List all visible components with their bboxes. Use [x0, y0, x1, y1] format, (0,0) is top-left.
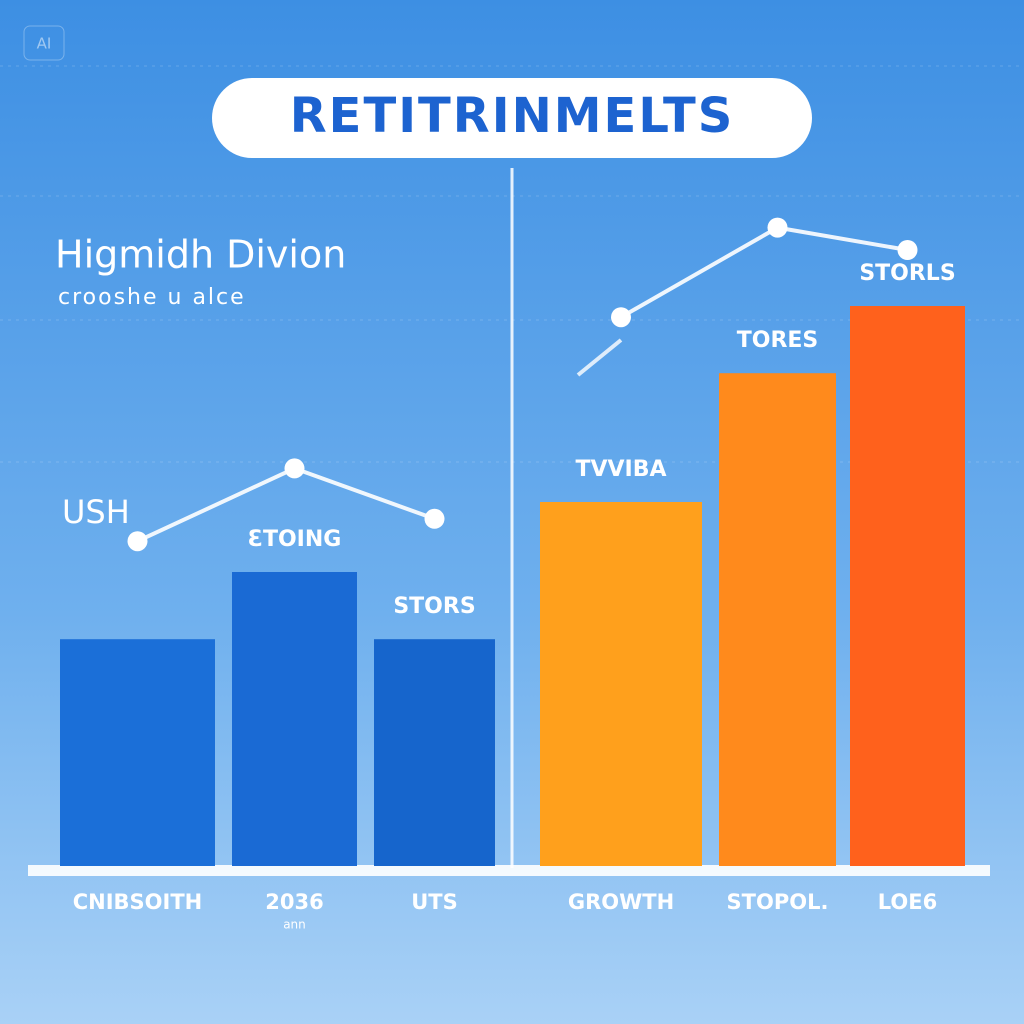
x-tick-label: STOPOL. — [727, 890, 829, 914]
bar — [232, 572, 357, 866]
bar — [850, 306, 965, 866]
bar-label: TVVIBA — [575, 457, 666, 482]
line-point — [127, 531, 148, 552]
title-pill — [212, 78, 812, 158]
bar — [374, 639, 495, 866]
baseline — [28, 865, 990, 876]
bar — [719, 373, 836, 866]
chart-title: RETITRINMELTS — [290, 88, 735, 144]
subtitle: Higmidh Divion — [55, 233, 346, 277]
badge: AI — [37, 35, 52, 53]
bar-label: STORS — [393, 594, 475, 619]
line-point — [284, 458, 305, 479]
line-point — [767, 217, 788, 238]
x-tick-label: 2036 — [265, 890, 323, 914]
x-tick-label: CNIBSOITH — [73, 890, 203, 914]
line-tail — [576, 338, 623, 377]
line-point — [424, 508, 445, 529]
x-tick-label: LOE6 — [878, 890, 937, 914]
bar — [60, 639, 215, 866]
bar-label: STORLS — [859, 261, 955, 286]
caption: croοshe u alce — [58, 285, 246, 310]
bar — [540, 502, 702, 866]
badge-box — [23, 25, 65, 61]
line-point — [611, 307, 631, 328]
bar-label: ƐTOING — [248, 527, 342, 552]
x-tick-label: GROWTH — [568, 890, 674, 914]
x-tick-sublabel: ann — [283, 918, 306, 932]
annotation: USH — [62, 493, 130, 531]
bar-label: TORES — [737, 328, 819, 353]
x-tick-label: UTS — [411, 890, 458, 914]
line-point — [897, 240, 918, 260]
